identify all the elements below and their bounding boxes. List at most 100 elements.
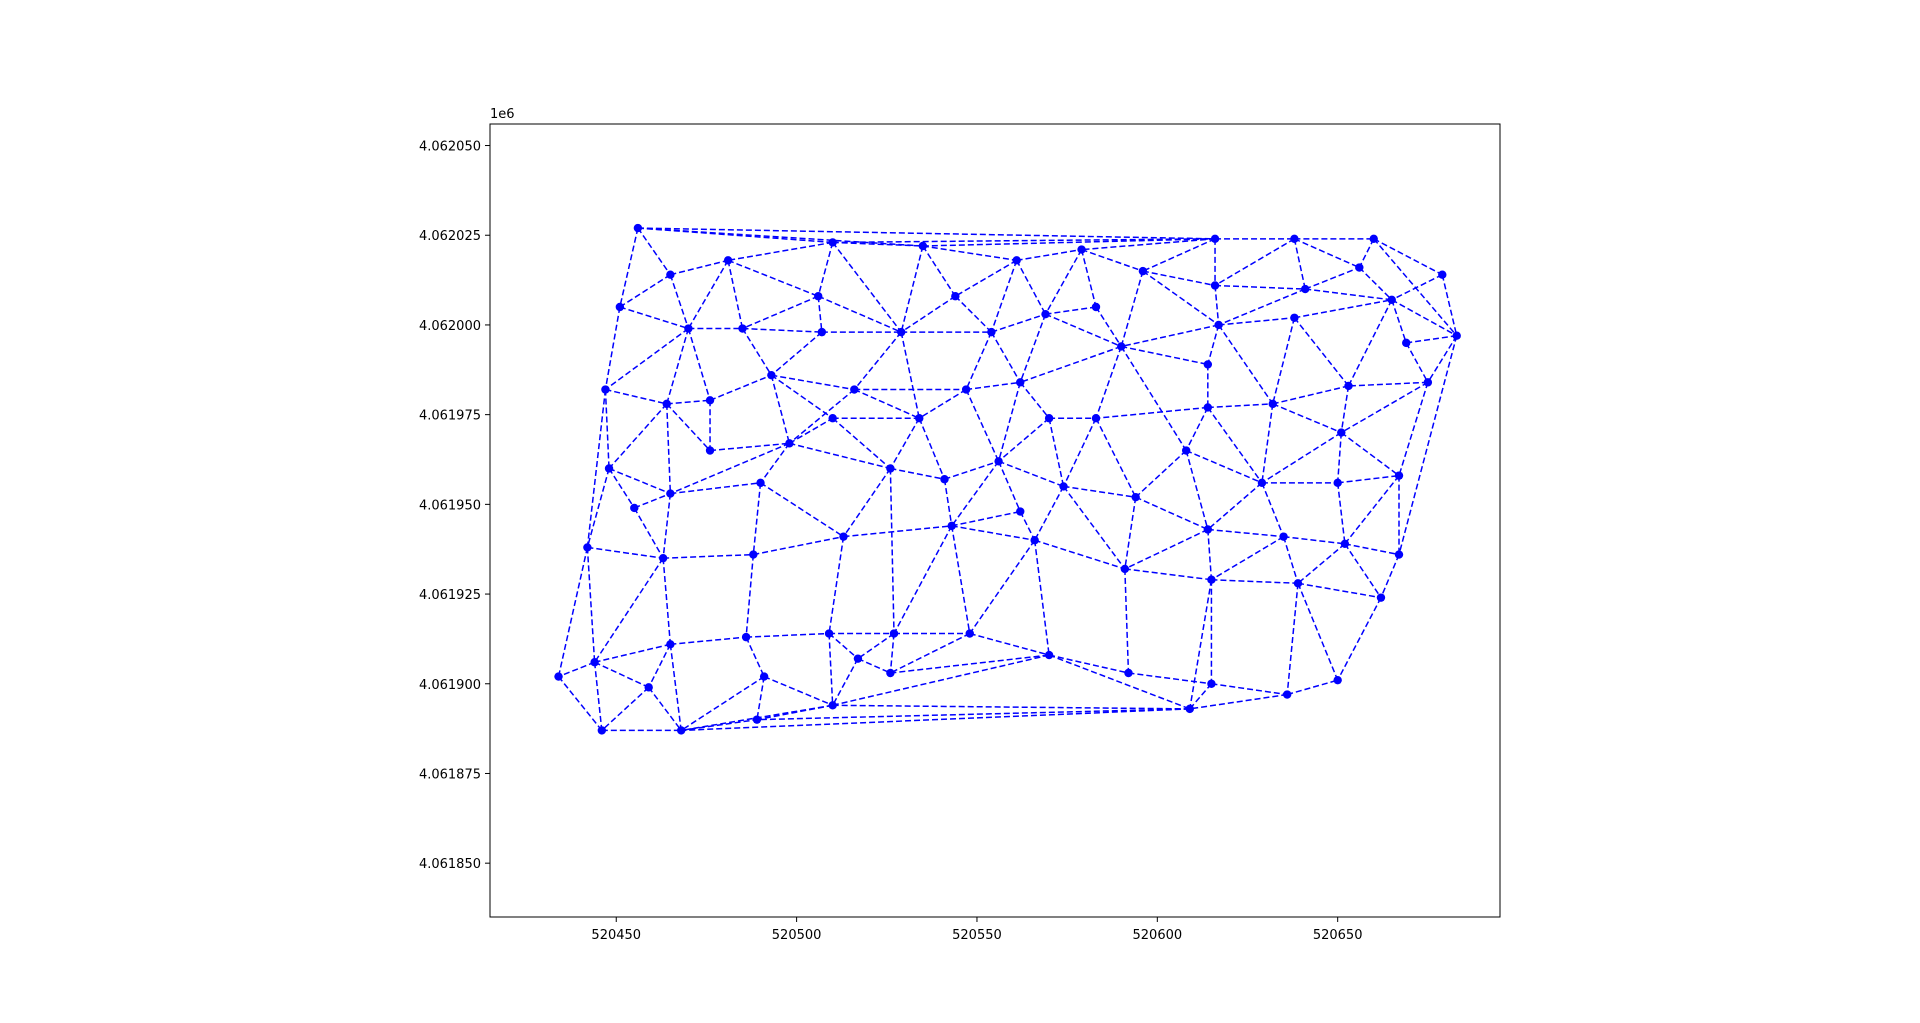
mesh-edge — [666, 403, 672, 494]
mesh-edge — [756, 704, 833, 721]
mesh-edge — [604, 306, 621, 390]
mesh-edge — [745, 636, 765, 677]
mesh-edge — [1340, 385, 1350, 433]
mesh-edge — [666, 403, 711, 452]
mesh-edge — [770, 374, 834, 419]
mesh-edge — [1336, 482, 1346, 544]
mesh-edge — [760, 482, 844, 538]
mesh-edge — [1189, 693, 1288, 710]
mesh-point — [1210, 281, 1220, 290]
mesh-point — [1290, 234, 1299, 244]
mesh-point — [1452, 331, 1461, 340]
mesh-edge — [965, 389, 1000, 462]
mesh-point — [1257, 478, 1267, 488]
mesh-edge — [756, 676, 765, 720]
mesh-edge — [991, 313, 1046, 333]
mesh-edge — [648, 643, 672, 688]
mesh-edge — [1045, 313, 1122, 348]
mesh-edge — [687, 259, 729, 329]
mesh-point — [738, 324, 747, 333]
mesh-edge — [857, 657, 891, 674]
mesh-edge — [857, 632, 895, 660]
mesh-point — [1333, 675, 1342, 685]
mesh-edge — [601, 686, 650, 731]
mesh-edge — [1215, 284, 1306, 290]
mesh-edge — [1080, 249, 1097, 308]
mesh-edge — [1373, 238, 1458, 337]
mesh-point — [839, 532, 848, 541]
mesh-edge — [832, 417, 891, 470]
mesh-edge — [759, 442, 790, 484]
mesh-point — [723, 256, 733, 265]
mesh-point — [785, 439, 794, 448]
mesh-edge — [1019, 313, 1047, 383]
y-tick-label: 4.061975 — [419, 409, 481, 424]
mesh-edge — [1294, 299, 1392, 319]
mesh-edge — [1142, 238, 1216, 272]
mesh-point — [951, 292, 960, 301]
mesh-edge — [1211, 536, 1284, 581]
mesh-edge — [1207, 528, 1284, 538]
mesh-edge — [918, 388, 967, 419]
mesh-point — [918, 241, 928, 251]
mesh-point — [1016, 378, 1025, 387]
mesh-edge — [1261, 403, 1274, 483]
mesh-point — [1041, 309, 1050, 319]
mesh-point — [1185, 704, 1194, 714]
mesh-point — [1290, 313, 1299, 322]
mesh-edge — [619, 306, 689, 330]
mesh-edge — [1282, 536, 1299, 584]
mesh-edge — [669, 274, 690, 329]
mesh-edge — [586, 547, 596, 663]
mesh-edge — [557, 676, 603, 731]
mesh-point — [644, 683, 653, 692]
mesh-edge — [604, 389, 610, 469]
mesh-edge — [1048, 654, 1129, 674]
mesh-edge — [966, 381, 1021, 391]
mesh-edge — [950, 525, 971, 634]
mesh-point — [615, 302, 625, 312]
mesh-edge — [633, 507, 664, 559]
mesh-edge — [832, 238, 1216, 244]
mesh-edge — [1344, 475, 1400, 545]
mesh-edge — [1337, 597, 1382, 681]
mesh-point — [1340, 539, 1350, 549]
mesh-point — [1423, 378, 1433, 387]
mesh-edge — [634, 492, 671, 509]
mesh-point — [676, 726, 686, 735]
mesh-edge — [608, 403, 668, 469]
y-offset-label: 1e6 — [490, 107, 515, 122]
mesh-edge — [1294, 238, 1360, 269]
mesh-point — [1203, 360, 1213, 369]
mesh-point — [915, 414, 924, 423]
mesh-point — [1124, 668, 1133, 678]
mesh-point — [583, 543, 592, 552]
mesh-point — [604, 464, 614, 473]
mesh-edge — [832, 654, 1050, 707]
mesh-point — [590, 658, 599, 667]
mesh-edge — [1293, 317, 1350, 387]
mesh-edge — [1427, 335, 1458, 383]
mesh-point — [1016, 507, 1025, 516]
mesh-points — [554, 223, 1461, 735]
mesh-point — [817, 327, 827, 337]
mesh-edge — [587, 546, 664, 559]
mesh-edge — [1272, 403, 1342, 434]
mesh-edge — [789, 442, 891, 470]
mesh-edge — [1218, 324, 1274, 405]
mesh-point — [1181, 446, 1191, 455]
mesh-edge — [1207, 529, 1213, 580]
mesh-edge — [832, 241, 902, 333]
mesh-point — [1268, 399, 1277, 409]
mesh-point — [662, 399, 671, 409]
mesh-point — [965, 629, 974, 638]
mesh-point — [756, 478, 765, 488]
mesh-point — [1337, 428, 1346, 437]
mesh-point — [1203, 403, 1213, 412]
mesh-point — [961, 385, 971, 394]
mesh-edge — [1034, 486, 1065, 541]
mesh-edge — [922, 238, 1216, 247]
mesh-point — [1293, 579, 1303, 588]
mesh-edge — [1124, 528, 1209, 570]
